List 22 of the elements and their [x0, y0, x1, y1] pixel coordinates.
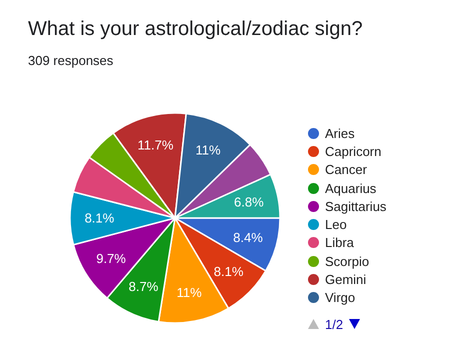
legend-label: Libra	[325, 235, 354, 250]
legend-label: Gemini	[325, 272, 366, 288]
data-label: 11.7%	[138, 137, 174, 152]
legend-label: Virgo	[325, 290, 356, 306]
data-label: 8.4%	[233, 230, 264, 246]
chart-subtitle: 309 responses	[28, 53, 114, 68]
legend-label: Sagittarius	[325, 198, 386, 214]
data-label: 8.1%	[84, 210, 115, 226]
data-label: 8.7%	[128, 279, 159, 294]
legend-label: Scorpio	[325, 254, 370, 269]
chart-title: What is your astrological/zodiac sign?	[28, 18, 363, 41]
legend-label: Aquarius	[325, 180, 376, 196]
data-label: 11%	[176, 284, 202, 300]
data-label: 9.7%	[96, 250, 126, 266]
legend-label: Cancer	[325, 162, 367, 178]
text: 1/2	[325, 316, 344, 332]
legend-label: Leo	[325, 217, 347, 232]
data-label: 11%	[196, 142, 222, 158]
data-label: 6.8%	[234, 194, 264, 210]
legend-label: Aries	[325, 126, 355, 141]
legend-label: Capricorn	[325, 144, 382, 159]
data-label: 8.1%	[214, 264, 244, 279]
